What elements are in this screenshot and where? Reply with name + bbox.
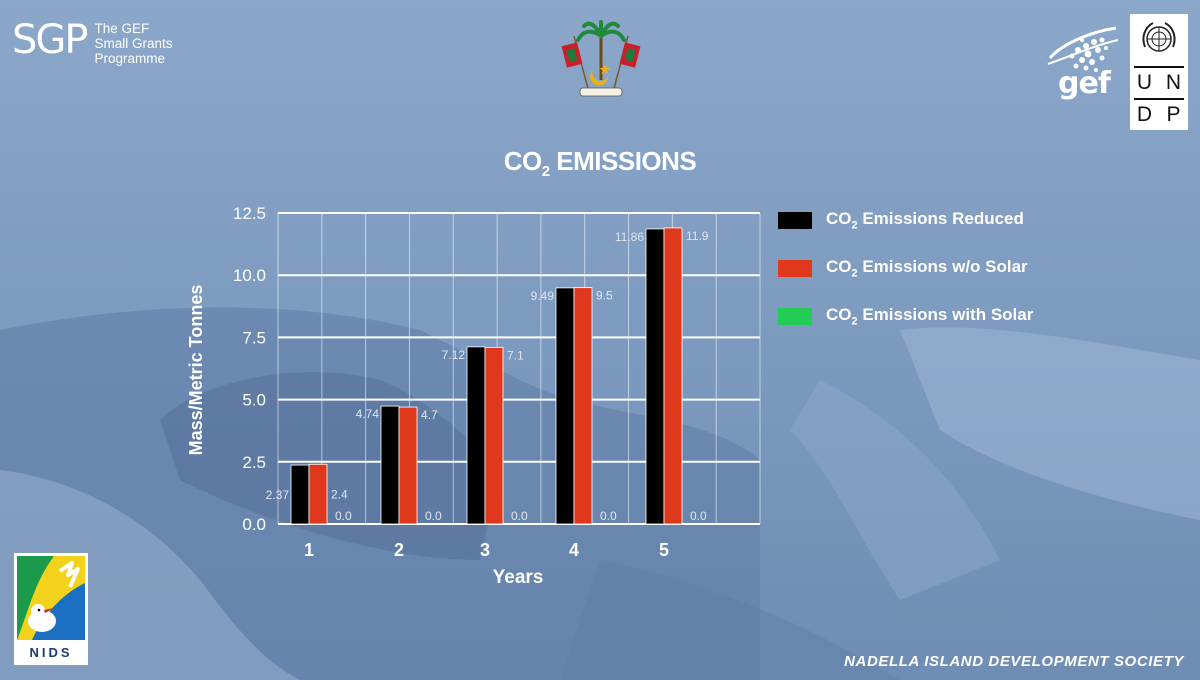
- chart-legend: CO2 Emissions Reduced CO2 Emissions w/o …: [778, 208, 1033, 352]
- chart-title-subscript: 2: [541, 163, 550, 180]
- bar-without-solar: [573, 287, 593, 525]
- y-tick-label: 7.5: [242, 328, 266, 347]
- nids-bird-icon: NIDS: [14, 553, 88, 665]
- chart-title: CO2 EMISSIONS: [0, 146, 1200, 180]
- data-label-reduced: 4.74: [356, 407, 380, 421]
- y-tick-label: 5.0: [242, 391, 266, 410]
- data-label-with-solar: 0.0: [690, 509, 707, 523]
- undp-letter-n: N: [1165, 71, 1182, 94]
- undp-logo: U N D P: [1130, 14, 1188, 130]
- data-label-reduced: 7.12: [442, 348, 466, 362]
- undp-letter-p: P: [1166, 103, 1181, 126]
- maldives-emblem-icon: [561, 20, 641, 97]
- bar-without-solar: [663, 227, 683, 525]
- sgp-logo-text: The GEF Small Grants Programme: [95, 21, 173, 66]
- legend-item-without-solar: CO2 Emissions w/o Solar: [778, 256, 1033, 280]
- legend-label-reduced: CO2 Emissions Reduced: [826, 208, 1024, 232]
- bar-reduced: [380, 405, 400, 525]
- legend-swatch-with-solar: [778, 307, 812, 325]
- x-tick-label: 5: [659, 540, 669, 560]
- bar-without-solar: [484, 346, 504, 525]
- data-label-reduced: 2.37: [266, 488, 290, 502]
- y-tick-label: 0.0: [242, 515, 266, 534]
- y-tick-label: 2.5: [242, 453, 266, 472]
- sgp-line-1: The GEF: [94, 21, 150, 36]
- x-tick-label: 3: [480, 540, 490, 560]
- chart-title-main: CO: [503, 146, 543, 176]
- y-axis-title: Mass/Metric Tonnes: [186, 285, 206, 456]
- undp-letter-u: U: [1136, 71, 1153, 94]
- chart-title-rest: EMISSIONS: [549, 146, 697, 176]
- data-label-without-solar: 11.9: [686, 229, 709, 243]
- bar-reduced: [555, 287, 575, 525]
- data-label-with-solar: 0.0: [600, 509, 617, 523]
- sgp-line-2: Small Grants: [94, 36, 173, 51]
- legend-swatch-reduced: [778, 211, 812, 229]
- y-tick-label: 10.0: [233, 266, 266, 285]
- data-label-without-solar: 9.5: [596, 289, 613, 303]
- un-emblem-icon: [1142, 22, 1176, 52]
- legend-item-reduced: CO2 Emissions Reduced: [778, 208, 1033, 232]
- legend-swatch-without-solar: [778, 259, 812, 277]
- legend-label-without-solar: CO2 Emissions w/o Solar: [826, 256, 1028, 280]
- bar-reduced: [466, 346, 486, 525]
- bar-without-solar: [308, 463, 328, 525]
- data-label-with-solar: 0.0: [511, 509, 528, 523]
- bar-without-solar: [398, 406, 418, 525]
- gef-globe-icon: [1047, 26, 1119, 72]
- sgp-logo: SGP The GEF Small Grants Programme: [12, 18, 173, 66]
- undp-letter-d: D: [1136, 103, 1153, 126]
- data-label-without-solar: 2.4: [331, 487, 348, 501]
- nids-logo-text: NIDS: [29, 645, 72, 660]
- sgp-line-3: Programme: [94, 51, 166, 66]
- data-label-without-solar: 7.1: [507, 348, 524, 362]
- x-tick-label: 1: [304, 540, 314, 560]
- undp-letters: U N D P: [1130, 66, 1188, 130]
- footer-organization-name: NADELLA ISLAND DEVELOPMENT SOCIETY: [844, 653, 1184, 670]
- x-tick-label: 2: [394, 540, 404, 560]
- data-label-with-solar: 0.0: [335, 509, 352, 523]
- sgp-logo-mark: SGP: [12, 17, 89, 63]
- x-tick-label: 4: [569, 540, 579, 560]
- legend-label-with-solar: CO2 Emissions with Solar: [826, 304, 1034, 328]
- legend-item-with-solar: CO2 Emissions with Solar: [778, 304, 1033, 328]
- y-tick-label: 12.5: [233, 204, 266, 223]
- data-label-reduced: 9.49: [531, 289, 555, 303]
- bar-reduced: [645, 228, 665, 525]
- data-label-with-solar: 0.0: [425, 509, 442, 523]
- bar-reduced: [290, 464, 310, 525]
- data-label-without-solar: 4.7: [421, 408, 438, 422]
- data-label-reduced: 11.86: [615, 230, 644, 244]
- gef-logo-text: gef: [1058, 66, 1111, 101]
- x-axis-title: Years: [493, 567, 544, 588]
